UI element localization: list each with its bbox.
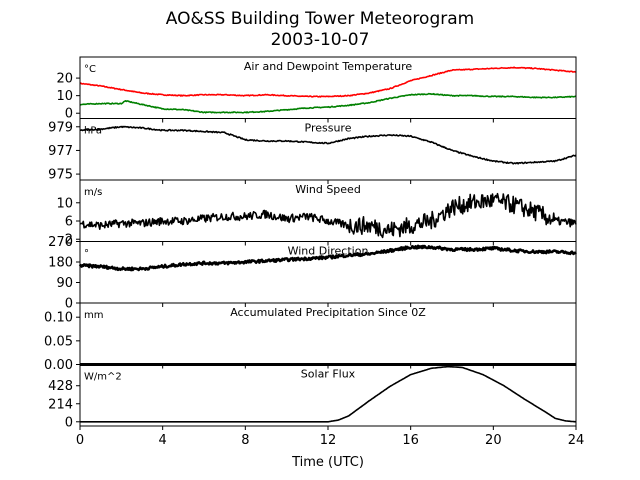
y-tick-label-temp: 20 <box>56 72 73 87</box>
x-tick-label: 24 <box>568 433 585 448</box>
y-tick-label-wind_dir: 90 <box>56 276 73 291</box>
panel-unit-wind_speed: m/s <box>84 187 102 198</box>
x-tick-label: 20 <box>485 433 502 448</box>
panel-temp: 0 10 20 Air and Dewpoint Temperature °C <box>56 56 577 123</box>
series-temp-1 <box>79 92 577 114</box>
y-tick-label-wind_dir: 0 <box>65 297 73 312</box>
panel-unit-temp: °C <box>84 64 96 75</box>
panel-pressure: 975 977 979 Pressure hPa <box>48 118 577 184</box>
panel-title-wind_dir: Wind Direction <box>288 245 369 258</box>
y-tick-label-temp: 0 <box>65 107 73 122</box>
series-pressure-0 <box>80 125 577 165</box>
y-tick-label-wind_speed: 6 <box>65 215 73 230</box>
y-tick-label-pressure: 979 <box>48 120 73 135</box>
y-tick-label-solar: 214 <box>48 397 73 412</box>
panel-precip: 0.00 0.05 0.10 Accumulated Precipitation Si… <box>44 302 577 373</box>
y-tick-label-wind_speed: 2 <box>65 233 73 248</box>
panel-unit-precip: mm <box>84 310 103 321</box>
panel-wind_speed: 2 6 10 Wind Speed m/s <box>56 179 577 248</box>
x-axis: 0 4 8 12 16 20 24 <box>76 433 584 448</box>
y-tick-label-wind_dir: 180 <box>48 256 73 271</box>
x-tick-label: 16 <box>402 433 419 448</box>
y-tick-label-pressure: 977 <box>48 144 73 159</box>
x-tick-label: 4 <box>159 433 167 448</box>
series-solar-0 <box>80 365 577 423</box>
y-tick-label-precip: 0.00 <box>44 358 73 373</box>
panel-title-wind_speed: Wind Speed <box>295 183 361 196</box>
figure-date: 2003-10-07 <box>271 30 370 50</box>
y-tick-label-solar: 0 <box>65 415 73 430</box>
panel-title-precip: Accumulated Precipitation Since 0Z <box>230 306 426 319</box>
y-tick-label-temp: 10 <box>56 89 73 104</box>
y-tick-label-pressure: 975 <box>48 168 73 183</box>
panel-title-solar: Solar Flux <box>301 368 356 381</box>
x-axis-label: Time (UTC) <box>291 455 364 470</box>
panel-unit-wind_dir: ° <box>84 249 89 260</box>
panel-unit-pressure: hPa <box>84 126 102 137</box>
series-wind_dir-0 <box>78 244 577 272</box>
series-wind_speed-0 <box>79 192 577 239</box>
y-tick-label-solar: 428 <box>48 379 73 394</box>
series-temp-0 <box>79 66 577 98</box>
panel-title-pressure: Pressure <box>305 122 352 135</box>
y-tick-label-precip: 0.05 <box>44 334 73 349</box>
x-tick-label: 8 <box>241 433 249 448</box>
x-tick-label: 12 <box>320 433 337 448</box>
y-tick-label-wind_speed: 10 <box>56 196 73 211</box>
panel-unit-solar: W/m^2 <box>84 372 122 383</box>
panel-wind_dir: 0 90 180 270 Wind Direction ° <box>48 235 577 312</box>
panel-title-temp: Air and Dewpoint Temperature <box>244 60 412 73</box>
figure-title: AO&SS Building Tower Meteorogram <box>166 9 474 29</box>
y-tick-label-wind_dir: 270 <box>48 235 73 250</box>
x-tick-label: 0 <box>76 433 84 448</box>
panel-solar: 0 214 428 Solar Flux W/m^2 <box>48 364 577 430</box>
y-tick-label-precip: 0.10 <box>44 311 73 326</box>
